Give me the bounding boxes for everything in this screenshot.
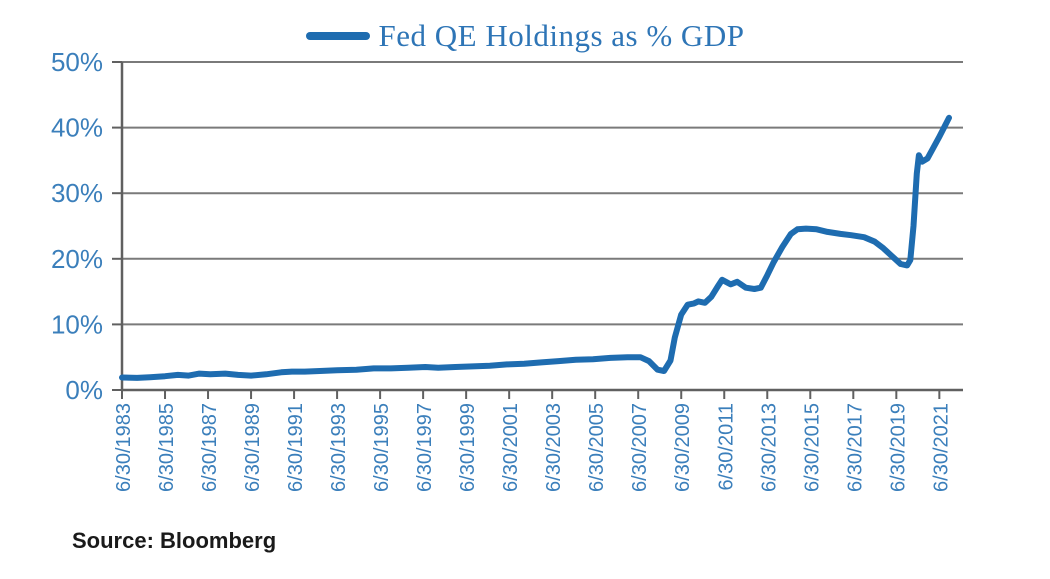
x-tick-label: 6/30/1999 <box>457 403 479 492</box>
x-tick-label: 6/30/2005 <box>586 403 608 492</box>
x-tick-label: 6/30/1985 <box>156 403 178 492</box>
x-tick-label: 6/30/2021 <box>930 403 952 492</box>
chart-title: Fed QE Holdings as % GDP <box>378 18 745 53</box>
x-tick-label: 6/30/1989 <box>242 403 264 492</box>
x-tick-label: 6/30/2007 <box>629 403 651 492</box>
y-tick-label: 0% <box>65 375 103 405</box>
qe-line-series <box>119 114 952 381</box>
x-tick-label: 6/30/1995 <box>371 403 393 492</box>
y-tick-label: 50% <box>51 47 103 77</box>
x-tick-label: 6/30/1997 <box>414 403 436 492</box>
legend-line-swatch <box>305 32 370 40</box>
x-tick-label: 6/30/1991 <box>285 403 307 492</box>
x-tick-label: 6/30/2019 <box>887 403 909 492</box>
source-note: Source: Bloomberg <box>72 528 277 553</box>
chart-legend: Fed QE Holdings as % GDP <box>0 14 1050 58</box>
x-tick-label: 6/30/2017 <box>844 403 866 492</box>
x-tick-label: 6/30/1983 <box>113 403 135 492</box>
x-tick-label: 6/30/2013 <box>758 403 780 492</box>
x-tick-label: 6/30/2003 <box>543 403 565 492</box>
x-tick-label: 6/30/2015 <box>801 403 823 492</box>
x-tick-label: 6/30/1987 <box>199 403 221 492</box>
y-tick-label: 10% <box>51 309 103 339</box>
y-tick-label: 30% <box>51 178 103 208</box>
x-tick-label: 6/30/2009 <box>672 403 694 492</box>
x-tick-label: 6/30/2011 <box>715 403 737 491</box>
x-tick-label: 6/30/2001 <box>500 403 522 492</box>
y-tick-label: 20% <box>51 244 103 274</box>
y-tick-label: 40% <box>51 113 103 143</box>
x-tick-label: 6/30/1993 <box>328 403 350 492</box>
